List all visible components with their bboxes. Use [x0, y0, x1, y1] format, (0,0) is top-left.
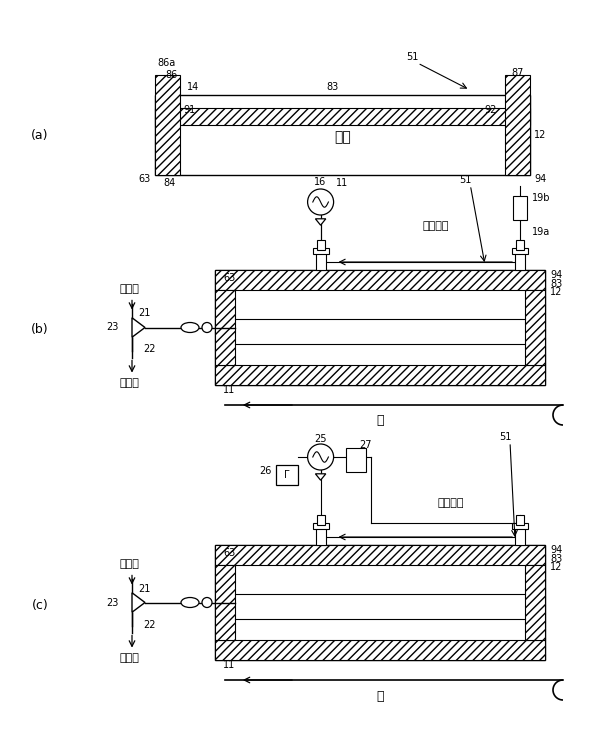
Text: 92: 92 [484, 105, 497, 115]
Polygon shape [132, 318, 145, 337]
Text: 22: 22 [144, 619, 156, 630]
Bar [313, 248, 328, 254]
Bar [215, 270, 545, 290]
Text: 入力光: 入力光 [119, 559, 139, 569]
Bar [513, 196, 527, 220]
Circle shape [202, 597, 212, 608]
Bar [316, 527, 325, 545]
Text: 83: 83 [550, 554, 562, 564]
Text: 26: 26 [259, 466, 271, 476]
Text: 12: 12 [534, 130, 547, 140]
Circle shape [307, 189, 334, 215]
Bar [276, 465, 298, 485]
Text: 94: 94 [550, 545, 562, 555]
Bar [215, 640, 545, 660]
Text: 84: 84 [163, 178, 175, 188]
Ellipse shape [181, 323, 199, 333]
Text: 21: 21 [138, 308, 150, 318]
Text: 94: 94 [534, 174, 546, 184]
Polygon shape [132, 593, 145, 612]
Bar [155, 95, 530, 175]
Text: 91: 91 [183, 105, 196, 115]
Circle shape [202, 323, 212, 333]
Text: 19a: 19a [532, 227, 550, 237]
Text: 63: 63 [139, 174, 151, 184]
Bar [512, 523, 528, 529]
Polygon shape [315, 474, 326, 480]
Text: 86: 86 [165, 70, 177, 80]
Bar [346, 448, 365, 472]
Text: 入力光: 入力光 [119, 284, 139, 295]
Bar [515, 252, 525, 270]
Text: 83: 83 [550, 279, 562, 289]
Text: 51: 51 [459, 175, 471, 185]
Text: Γ: Γ [284, 470, 289, 480]
Text: 出力光: 出力光 [119, 379, 139, 389]
Text: 12: 12 [550, 562, 562, 572]
Text: 基板: 基板 [334, 130, 351, 144]
Text: 出力光: 出力光 [119, 653, 139, 664]
Text: 86a: 86a [157, 58, 175, 68]
Text: 電気信号: 電気信号 [422, 221, 448, 231]
Text: 11: 11 [223, 385, 235, 395]
Bar [215, 270, 545, 385]
Text: 23: 23 [106, 323, 119, 333]
Text: 83: 83 [327, 82, 338, 92]
Bar [215, 290, 235, 365]
Text: (c): (c) [32, 599, 48, 612]
Bar [316, 252, 325, 270]
Text: 63: 63 [223, 273, 235, 283]
Text: 19b: 19b [532, 193, 551, 203]
Text: 23: 23 [106, 597, 119, 608]
Ellipse shape [181, 597, 199, 608]
Text: 11: 11 [223, 660, 235, 670]
Bar [525, 565, 545, 640]
Text: 電気信号: 電気信号 [437, 498, 463, 508]
Bar [215, 545, 545, 660]
Circle shape [307, 444, 334, 470]
Bar [516, 240, 524, 250]
Text: 16: 16 [313, 177, 326, 187]
Text: 22: 22 [144, 345, 156, 355]
Text: 光: 光 [376, 414, 384, 427]
Text: 12: 12 [550, 287, 562, 297]
Bar [515, 527, 525, 545]
Text: 25: 25 [315, 434, 327, 444]
Text: 14: 14 [187, 82, 199, 92]
Bar [516, 515, 524, 525]
Bar [505, 75, 530, 175]
Text: 51: 51 [499, 432, 511, 442]
Text: 27: 27 [359, 440, 372, 450]
Text: 63: 63 [223, 548, 235, 558]
Bar [316, 515, 325, 525]
Text: (b): (b) [31, 324, 49, 336]
Text: 11: 11 [336, 178, 349, 188]
Text: 光: 光 [376, 689, 384, 702]
Bar [215, 545, 545, 565]
Bar [155, 75, 180, 175]
Bar [215, 365, 545, 385]
Bar [215, 565, 235, 640]
Text: 94: 94 [550, 270, 562, 280]
Text: 21: 21 [138, 584, 150, 593]
Text: 51: 51 [406, 52, 419, 62]
Bar [525, 290, 545, 365]
Bar [316, 240, 325, 250]
Polygon shape [315, 218, 326, 225]
Bar [155, 108, 530, 125]
Text: (a): (a) [31, 129, 49, 141]
Text: 87: 87 [512, 68, 524, 78]
Bar [512, 248, 528, 254]
Bar [313, 523, 328, 529]
